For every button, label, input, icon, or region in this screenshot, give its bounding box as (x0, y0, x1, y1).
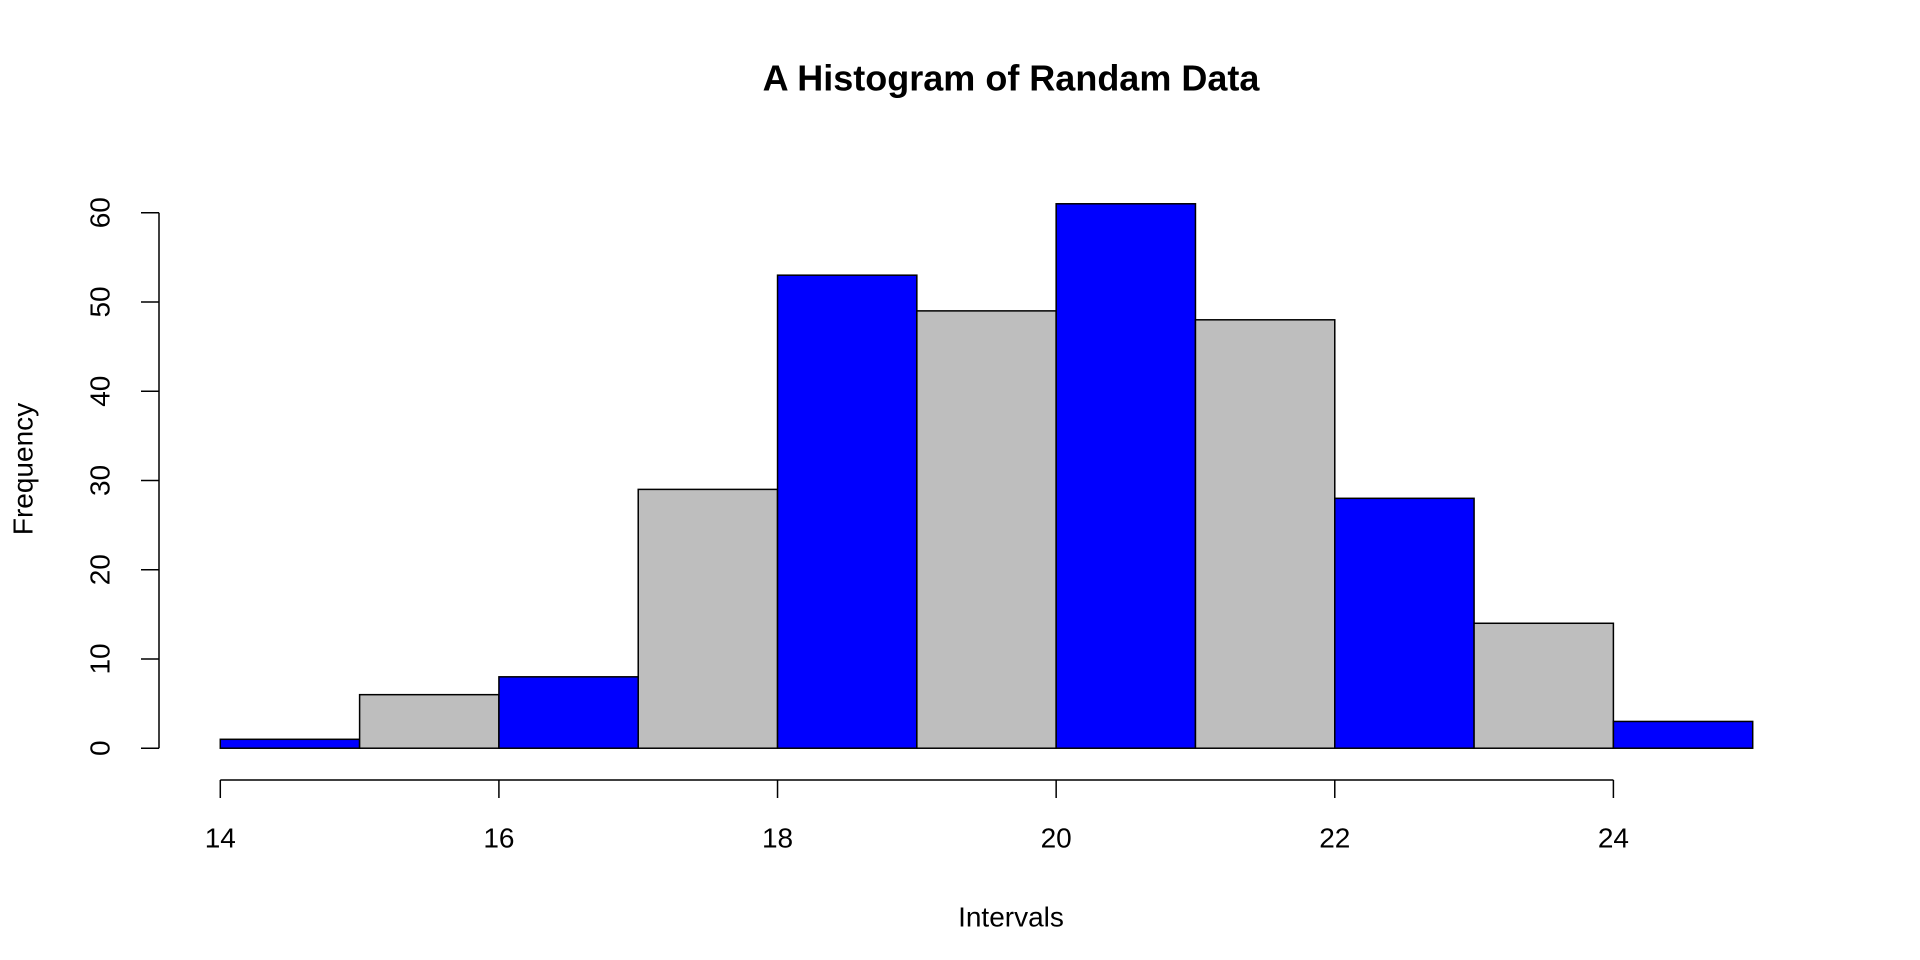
x-axis-label: Intervals (958, 901, 1064, 932)
y-tick-label: 50 (84, 286, 115, 317)
bar (776, 274, 918, 749)
y-axis-label: Frequency (7, 403, 38, 535)
bar (1055, 203, 1197, 749)
y-tick-label: 40 (84, 376, 115, 407)
bar (1194, 319, 1336, 749)
bar (498, 676, 639, 749)
x-tick-label: 16 (483, 822, 514, 853)
bar (916, 310, 1057, 749)
bar (637, 488, 779, 749)
y-tick-label: 0 (84, 740, 115, 756)
x-tick-label: 18 (762, 822, 793, 853)
x-tick-label: 22 (1319, 822, 1350, 853)
bar (1334, 497, 1475, 749)
x-tick-label: 14 (205, 822, 236, 853)
x-tick-label: 24 (1598, 822, 1629, 853)
bar (358, 693, 500, 749)
bar (1612, 720, 1754, 749)
bar (219, 738, 361, 749)
y-tick-label: 10 (84, 643, 115, 674)
x-tick-label: 20 (1041, 822, 1072, 853)
chart-title: A Histogram of Randam Data (763, 58, 1261, 99)
y-tick-label: 30 (84, 465, 115, 496)
bar (1473, 622, 1615, 749)
y-tick-label: 20 (84, 554, 115, 585)
y-tick-label: 60 (84, 197, 115, 228)
